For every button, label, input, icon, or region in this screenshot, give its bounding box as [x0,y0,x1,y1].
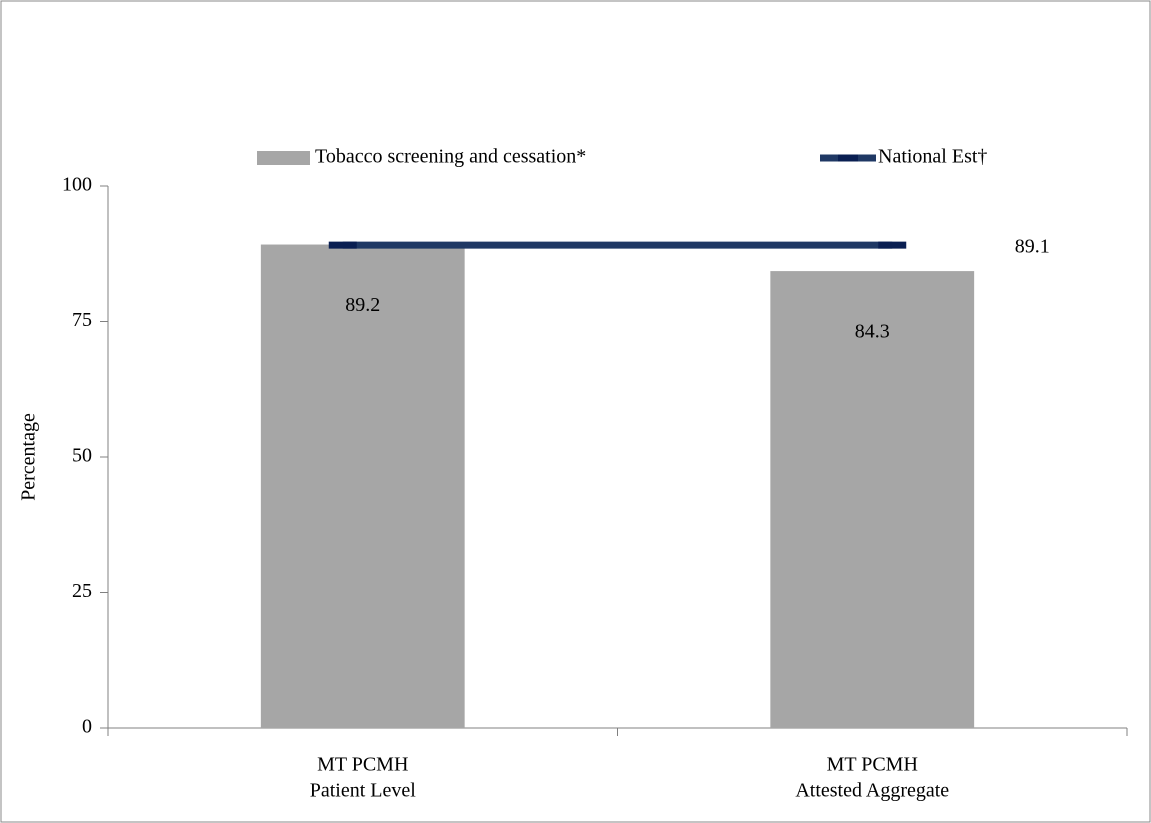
legend-label: National Est† [878,146,987,168]
value-label: 89.1 [1015,236,1050,258]
x-tick-label: Patient Level [310,780,417,802]
value-label: 84.3 [855,321,890,343]
x-tick-label: MT PCMH [317,754,408,776]
y-tick-label: 25 [72,580,92,602]
x-tick-label: MT PCMH [827,754,918,776]
legend-label: Tobacco screening and cessation* [315,146,586,168]
y-axis-label: Percentage [18,413,40,501]
value-label: 89.2 [345,294,380,316]
bar [770,271,975,728]
x-tick-label: Attested Aggregate [795,780,949,802]
y-tick-label: 50 [72,445,92,467]
y-tick-label: 100 [62,174,92,196]
legend-swatch [257,151,310,165]
bar [260,244,465,728]
y-tick-label: 0 [82,716,92,738]
y-tick-label: 75 [72,309,92,331]
